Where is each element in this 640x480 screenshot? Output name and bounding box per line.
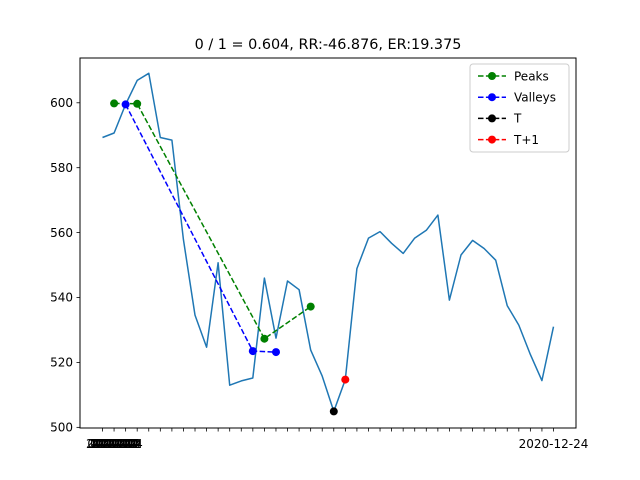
legend-peaks-label: Peaks [514,69,549,83]
chart-title: 0 / 1 = 0.604, RR:-46.876, ER:19.375 [195,37,462,53]
t-point [329,407,338,416]
peaks-point [133,99,142,108]
valleys-point [248,347,257,356]
legend-t-1-marker [488,135,496,144]
legend-t-label: T [513,112,522,126]
y-tick-label: 500 [50,421,73,435]
x-tick-labels-overlap: 2020-12-24 2020-12-24 2020-12-24 2020-12… [86,437,142,451]
price-line [102,72,555,413]
peaks-point [260,334,269,343]
y-axis: 500 520 540 560 580 600 [50,96,80,435]
legend-box [469,63,570,153]
y-tick-label: 540 [50,291,73,305]
legend-t-1-label: T+1 [513,133,539,147]
y-tick-label: 560 [50,226,73,240]
y-tick-label: 520 [50,356,73,370]
x-tick-label: 2020-12-24 [519,437,589,451]
legend-peaks-marker [488,72,496,80]
legend-valleys-label: Valleys [514,91,556,105]
peaks-point [110,99,119,108]
valleys-point [121,100,130,109]
x-axis: 2020-12-24 2020-12-24 2020-12-24 2020-12-… [86,428,588,451]
legend-valleys-marker [488,93,496,102]
y-tick-label: 580 [50,161,73,175]
t-1-point [341,375,350,384]
plot-frame [79,57,577,429]
legend: Peaks Valleys T T+1 [469,63,570,153]
peaks-point [306,302,315,311]
plot-area [102,72,555,416]
valleys-point [272,348,280,357]
legend-t-marker [488,114,496,123]
y-tick-label: 600 [50,96,73,110]
